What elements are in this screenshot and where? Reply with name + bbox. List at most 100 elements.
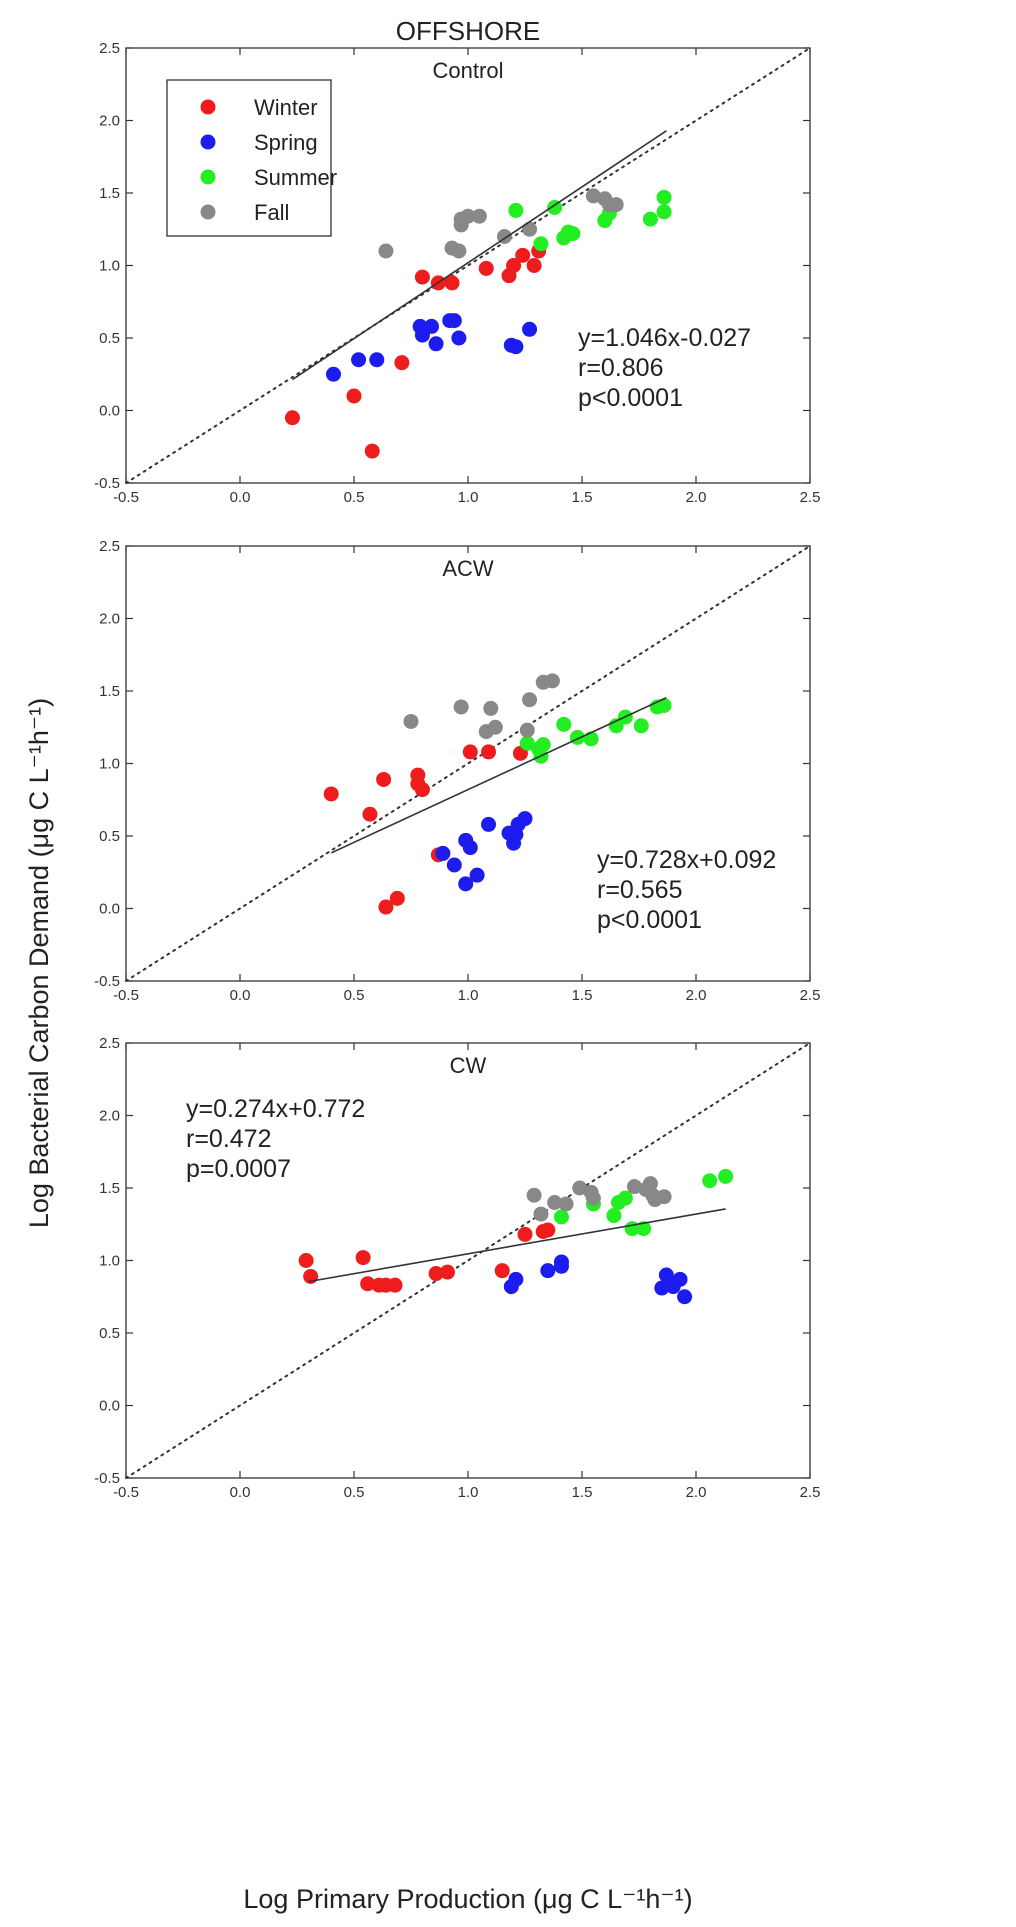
x-tick-label: -0.5 <box>113 1484 139 1501</box>
y-tick-label: 0.5 <box>99 1325 120 1342</box>
point-fall <box>471 208 487 224</box>
point-summer <box>656 204 672 220</box>
x-tick-label: 1.0 <box>458 489 479 506</box>
point-spring <box>508 1271 524 1287</box>
point-spring <box>458 876 474 892</box>
stat-line: y=0.274x+0.772 <box>186 1095 365 1123</box>
legend-label-fall: Fall <box>254 200 289 225</box>
y-axis-label: Log Bacterial Carbon Demand (μg C L⁻¹h⁻¹… <box>24 698 54 1228</box>
point-spring <box>481 816 497 832</box>
panel-cw: -0.5 0.0 0.5 1.0 1.5 2.0 2.5 -0.5 0.0 0.5 1.0 1.5 2.… <box>94 1035 820 1501</box>
legend-marker-spring <box>200 134 216 150</box>
point-spring <box>351 352 367 368</box>
point-winter <box>346 388 362 404</box>
point-spring <box>462 840 478 856</box>
point-winter <box>362 806 378 822</box>
point-spring <box>435 845 451 861</box>
x-axis-label: Log Primary Production (μg C L⁻¹h⁻¹) <box>243 1884 692 1914</box>
point-fall <box>572 1180 588 1196</box>
y-tick-label: 2.5 <box>99 1035 120 1052</box>
point-fall <box>460 208 476 224</box>
y-tick-label: 0.5 <box>99 330 120 347</box>
y-tick-label: -0.5 <box>94 475 120 492</box>
stat-line: r=0.806 <box>578 354 664 382</box>
stat-line: p=0.0007 <box>186 1155 291 1183</box>
point-fall <box>642 1176 658 1192</box>
point-summer <box>556 716 572 732</box>
point-winter <box>360 1276 376 1292</box>
y-tick-label: 2.0 <box>99 113 120 130</box>
point-fall <box>558 1196 574 1212</box>
y-tick-label: 1.5 <box>99 185 120 202</box>
x-tick-label: 2.0 <box>686 987 707 1004</box>
point-winter <box>389 890 405 906</box>
regression-line <box>308 1208 726 1283</box>
point-fall <box>526 1187 542 1203</box>
point-fall <box>585 188 601 204</box>
point-winter <box>323 786 339 802</box>
point-winter <box>387 1277 403 1293</box>
point-summer <box>617 1190 633 1206</box>
x-tick-label: 1.5 <box>572 489 593 506</box>
x-tick-label: 0.0 <box>230 987 251 1004</box>
point-winter <box>355 1250 371 1266</box>
x-tick-label: 0.0 <box>230 1484 251 1501</box>
panel-title: ACW <box>442 556 494 581</box>
panel-title: CW <box>450 1053 487 1078</box>
y-tick-label: 0.5 <box>99 828 120 845</box>
legend-label-summer: Summer <box>254 165 337 190</box>
y-tick-label: -0.5 <box>94 973 120 990</box>
y-tick-label: -0.5 <box>94 1470 120 1487</box>
point-summer <box>533 236 549 252</box>
point-summer <box>583 731 599 747</box>
point-spring <box>553 1254 569 1270</box>
point-summer <box>636 1221 652 1237</box>
stat-line: y=0.728x+0.092 <box>597 846 776 874</box>
y-tick-label: 2.5 <box>99 40 120 57</box>
point-fall <box>656 1189 672 1205</box>
y-tick-label: 1.5 <box>99 683 120 700</box>
point-summer <box>535 737 551 753</box>
point-spring <box>428 336 444 352</box>
point-winter <box>540 1222 556 1238</box>
point-spring <box>451 330 467 346</box>
point-summer <box>702 1173 718 1189</box>
point-fall <box>378 243 394 259</box>
y-tick-label: 1.0 <box>99 756 120 773</box>
panel-control: -0.5 0.0 0.5 1.0 1.5 2.0 2.5 -0.5 0.0 0.5 1.0 1.5 2.… <box>94 40 820 506</box>
point-winter <box>378 899 394 915</box>
y-tick-label: 2.0 <box>99 1108 120 1125</box>
point-summer <box>553 1209 569 1225</box>
point-summer <box>519 735 535 751</box>
point-fall <box>544 673 560 689</box>
point-fall <box>453 699 469 715</box>
point-spring <box>677 1289 693 1305</box>
one-to-one-line <box>125 545 811 982</box>
one-to-one-line <box>125 47 811 484</box>
panel-title: Control <box>433 58 504 83</box>
point-spring <box>508 339 524 355</box>
x-tick-label: 1.5 <box>572 1484 593 1501</box>
point-spring <box>424 318 440 334</box>
y-tick-label: 2.5 <box>99 538 120 555</box>
x-tick-label: -0.5 <box>113 987 139 1004</box>
point-fall <box>522 221 538 237</box>
point-fall <box>451 243 467 259</box>
one-to-one-line <box>125 1042 811 1479</box>
point-spring <box>469 867 485 883</box>
y-tick-label: 0.0 <box>99 403 120 420</box>
point-fall <box>533 1206 549 1222</box>
legend-marker-winter <box>200 99 216 115</box>
point-winter <box>494 1263 510 1279</box>
x-tick-label: 2.0 <box>686 1484 707 1501</box>
point-winter <box>376 771 392 787</box>
point-summer <box>508 202 524 218</box>
point-summer <box>606 1208 622 1224</box>
point-fall <box>519 722 535 738</box>
stat-line: r=0.565 <box>597 876 683 904</box>
point-fall <box>585 1190 601 1206</box>
point-summer <box>547 200 563 215</box>
point-fall <box>547 1195 563 1210</box>
x-tick-label: 1.5 <box>572 987 593 1004</box>
